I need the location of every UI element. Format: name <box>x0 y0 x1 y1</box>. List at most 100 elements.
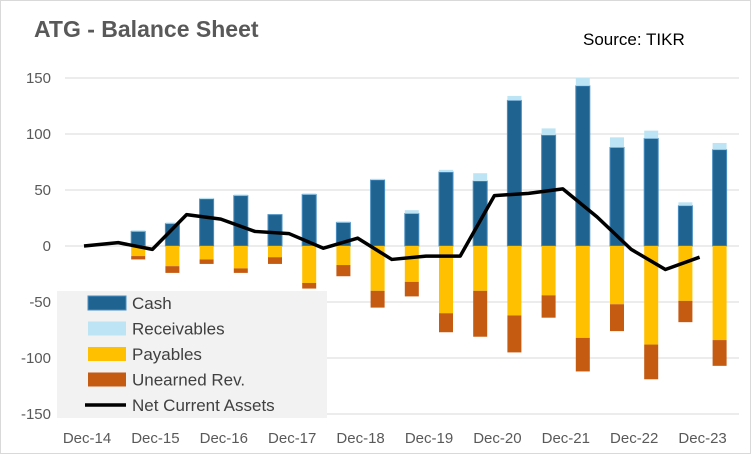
receivables-bar <box>473 173 488 182</box>
payables-bar <box>678 246 693 301</box>
receivables-bar <box>507 95 522 101</box>
receivables-bar <box>199 197 214 199</box>
receivables-bar <box>336 221 351 223</box>
payables-bar <box>644 246 659 345</box>
receivables-bar <box>678 202 693 206</box>
net-current-assets-line-group <box>83 187 701 272</box>
cash-legend-label: Cash <box>132 294 172 313</box>
receivables-bar <box>541 128 556 136</box>
unearned-rev-bar <box>336 265 351 277</box>
cash-bar <box>370 179 386 247</box>
cash-bar <box>677 205 693 247</box>
cash-bar <box>130 230 146 247</box>
cash-bar <box>438 171 454 247</box>
cash-bar <box>506 99 522 247</box>
payables-bar <box>439 246 453 314</box>
unearned-rev-legend-swatch <box>88 372 126 387</box>
cash-bar <box>404 213 420 247</box>
payables-bar <box>610 246 624 305</box>
x-tick-label: Dec-23 <box>678 430 726 447</box>
unearned-rev-bar <box>268 257 282 264</box>
receivables-bar <box>404 210 419 214</box>
net-current-assets-legend-label: Net Current Assets <box>132 396 275 415</box>
net-current-assets-line <box>83 187 701 272</box>
unearned-rev-bar <box>370 290 385 308</box>
y-tick-label: -100 <box>21 350 51 367</box>
payables-bar <box>268 246 282 258</box>
chart-title: ATG - Balance Sheet <box>34 16 259 42</box>
payables-bar <box>165 246 180 267</box>
unearned-rev-legend-label: Unearned Rev. <box>132 371 245 390</box>
unearned-rev-bar <box>644 344 659 380</box>
unearned-rev-bar <box>199 259 214 264</box>
x-tick-label: Dec-15 <box>131 430 179 447</box>
x-tick-label: Dec-19 <box>405 430 453 447</box>
payables-bar <box>199 246 214 260</box>
unearned-rev-bar <box>302 282 317 289</box>
y-tick-label: 0 <box>43 238 51 255</box>
x-tick-label: Dec-20 <box>473 430 521 447</box>
y-tick-label: -50 <box>29 294 51 311</box>
unearned-rev-bar <box>404 281 419 297</box>
unearned-rev-bar <box>507 315 522 353</box>
receivables-bar <box>439 169 453 173</box>
y-tick-label: -150 <box>21 406 51 423</box>
cash-bar <box>643 137 659 247</box>
receivables-bar <box>712 142 727 150</box>
y-tick-label: 100 <box>26 126 51 143</box>
cash-bar <box>199 198 215 247</box>
cash-legend-swatch <box>87 295 127 311</box>
x-tick-label: Dec-21 <box>542 430 590 447</box>
unearned-rev-bar <box>233 268 248 273</box>
cash-bar <box>712 149 728 247</box>
receivables-bar <box>165 222 180 224</box>
cash-bar <box>233 195 249 247</box>
unearned-rev-bar <box>678 300 693 323</box>
source-label: Source: TIKR <box>583 30 685 49</box>
payables-bar <box>131 246 146 257</box>
y-tick-label: 150 <box>26 70 51 87</box>
receivables-bar <box>644 130 659 139</box>
receivables-legend-swatch <box>88 321 126 336</box>
unearned-rev-bar <box>165 266 180 273</box>
payables-bar <box>473 246 488 291</box>
payables-bar <box>541 246 556 296</box>
payables-bar <box>507 246 522 316</box>
payables-bar <box>370 246 385 291</box>
payables-bar <box>712 246 727 341</box>
x-tick-label: Dec-17 <box>268 430 316 447</box>
unearned-rev-bar <box>131 256 146 260</box>
x-tick-label: Dec-22 <box>610 430 658 447</box>
receivables-bar <box>575 78 590 86</box>
unearned-rev-bar <box>575 337 590 372</box>
unearned-rev-bar <box>439 313 453 333</box>
x-tick-label: Dec-16 <box>200 430 248 447</box>
unearned-rev-bar <box>473 290 488 337</box>
payables-bar <box>404 246 419 282</box>
receivables-bar <box>131 230 146 232</box>
payables-bar <box>575 246 590 338</box>
cash-bar <box>267 214 283 247</box>
unearned-rev-bar <box>610 304 624 332</box>
bars <box>130 78 728 380</box>
payables-legend-label: Payables <box>132 345 202 364</box>
receivables-bar <box>302 193 317 195</box>
x-tick-label: Dec-14 <box>63 430 111 447</box>
receivables-bar <box>610 137 624 148</box>
payables-bar <box>302 246 317 283</box>
y-axis-ticks: 150 100 50 0 -50 -100 -150 <box>21 70 51 423</box>
payables-bar <box>336 246 351 266</box>
receivables-legend-label: Receivables <box>132 320 225 339</box>
cash-bar <box>575 85 591 247</box>
receivables-bar <box>233 194 248 196</box>
legend: Cash Receivables Payables Unearned Rev. Net … <box>57 291 327 418</box>
y-tick-label: 50 <box>34 182 51 199</box>
unearned-rev-bar <box>541 295 556 318</box>
x-tick-label: Dec-18 <box>336 430 384 447</box>
payables-legend-swatch <box>88 347 126 361</box>
unearned-rev-bar <box>712 340 727 366</box>
receivables-bar <box>370 178 385 180</box>
x-axis-ticks: Dec-14 Dec-15 Dec-16 Dec-17 Dec-18 Dec-19 Dec-… <box>63 430 727 447</box>
